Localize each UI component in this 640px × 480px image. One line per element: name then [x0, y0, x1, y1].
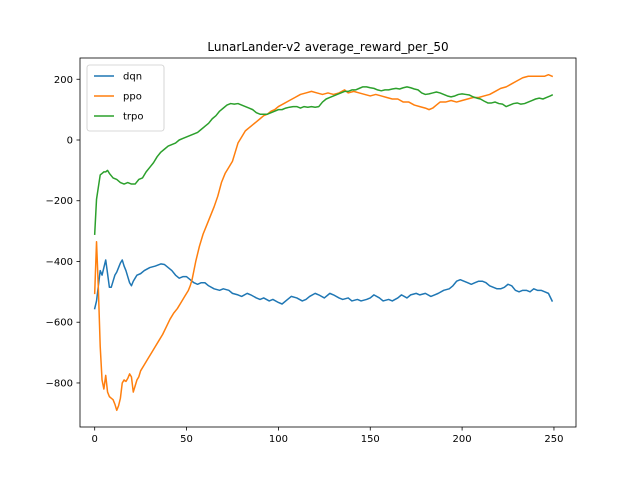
legend-label-trpo: trpo — [123, 112, 144, 123]
y-tick-label: −600 — [46, 318, 73, 329]
legend: dqn ppo trpo — [86, 64, 165, 132]
series-line-trpo — [93, 86, 554, 235]
y-tick-label: −400 — [46, 257, 73, 268]
legend-box — [86, 64, 165, 132]
x-tick-label: 250 — [544, 434, 563, 445]
chart-title: LunarLander-v2 average_reward_per_50 — [207, 40, 448, 54]
x-tick-label: 0 — [92, 434, 98, 445]
legend-label-dqn: dqn — [123, 72, 142, 83]
x-tick-label: 50 — [180, 434, 193, 445]
axes-layer: 0 50 100 150 200 250 200 0 −200 −400 −600 −800 — [46, 57, 577, 445]
y-tick-label: −800 — [46, 378, 73, 389]
y-tick-label: −200 — [46, 196, 73, 207]
x-tick-label: 100 — [269, 434, 288, 445]
series-line-ppo — [93, 73, 554, 412]
y-tick-label: 200 — [54, 75, 73, 86]
x-tick-label: 150 — [361, 434, 380, 445]
axes-frame — [79, 57, 577, 428]
legend-label-ppo: ppo — [123, 92, 142, 103]
series-line-dqn — [93, 259, 554, 310]
series-layer — [93, 73, 554, 412]
x-tick-label: 200 — [453, 434, 472, 445]
y-tick-label: 0 — [67, 136, 73, 147]
